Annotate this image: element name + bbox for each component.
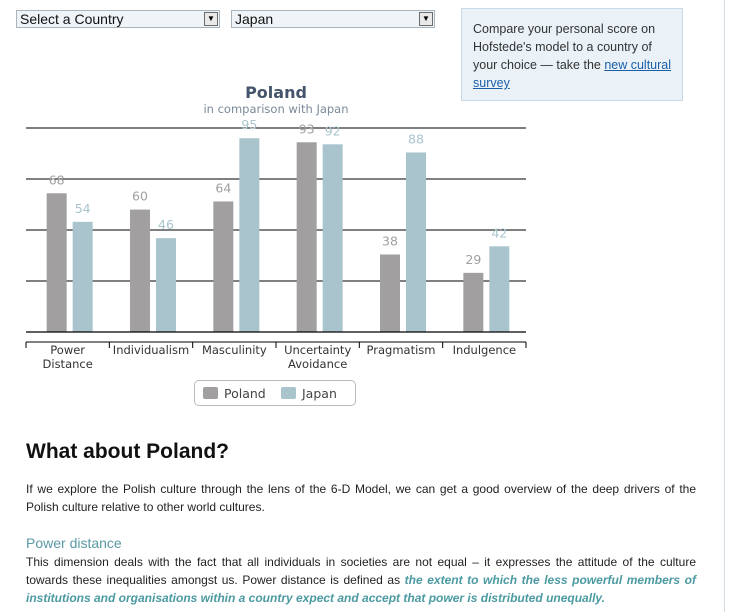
compare-select-value: Japan [235,11,274,27]
bar-japan-individualism [156,238,176,332]
chart-title: Poland [245,83,307,102]
bar-poland-masculinity [213,201,234,332]
section-title-power-distance: Power distance [26,535,122,551]
category-label: Power Distance [43,343,93,371]
value-label-poland: 64 [215,180,231,195]
dropdown-arrow-icon[interactable]: ▼ [204,12,218,26]
survey-info-text: Compare your personal score on Hofstede'… [473,22,656,72]
country-select-value: Select a Country [20,11,124,27]
category-label: Indulgence [453,343,517,357]
legend-item-japan: Japan [281,386,337,401]
category-label: Masculinity [202,343,267,357]
chart-legend: Poland Japan [194,380,356,406]
section-text-power-distance: This dimension deals with the fact that … [26,553,696,607]
intro-paragraph: If we explore the Polish culture through… [26,482,696,514]
bar-japan-pragmatism [406,152,426,332]
page-heading: What about Poland? [26,440,229,463]
bar-japan-uncertainty-avoidance [322,144,343,332]
value-label-japan: 42 [491,225,507,240]
section-text-body: This dimension deals with the fact that … [26,555,696,587]
value-label-japan: 46 [158,217,174,232]
category-label: Pragmatism [367,343,436,357]
value-label-poland: 29 [465,252,481,267]
value-label-japan: 54 [75,201,91,216]
content-right-border [724,0,725,612]
value-label-japan: 88 [408,131,424,146]
legend-swatch-poland [203,387,218,399]
value-label-japan: 95 [241,117,257,132]
survey-info-box: Compare your personal score on Hofstede'… [461,8,683,101]
legend-item-poland: Poland [203,386,266,401]
legend-swatch-japan [281,387,296,399]
bar-poland-indulgence [463,272,484,332]
bar-japan-masculinity [239,138,260,332]
country-select[interactable]: Select a Country ▼ [16,10,220,28]
legend-label-japan: Japan [302,386,337,401]
bar-poland-uncertainty-avoidance [296,142,317,332]
section-text-emphasis: the extent to which the less powerful me… [26,573,696,605]
value-label-poland: 68 [49,172,65,187]
value-label-japan: 92 [325,123,341,138]
bar-poland-power-distance [46,193,67,332]
comparison-bar-chart: Poland in comparison with Japan 68 54 60 46… [25,83,527,371]
chart-subtitle: in comparison with Japan [203,102,348,116]
bar-poland-individualism [130,209,150,332]
legend-label-poland: Poland [224,386,266,401]
value-label-poland: 38 [382,233,398,248]
bar-japan-power-distance [72,221,93,332]
bar-japan-indulgence [489,246,510,332]
compare-country-select[interactable]: Japan ▼ [231,10,435,28]
category-label: Uncertainty Avoidance [284,343,351,371]
bar-poland-pragmatism [380,254,400,332]
value-label-poland: 93 [299,121,315,136]
value-label-poland: 60 [132,189,148,204]
cultural-survey-link[interactable]: new cultural survey [473,58,672,90]
category-label: Individualism [113,343,189,357]
dropdown-arrow-icon[interactable]: ▼ [419,12,433,26]
